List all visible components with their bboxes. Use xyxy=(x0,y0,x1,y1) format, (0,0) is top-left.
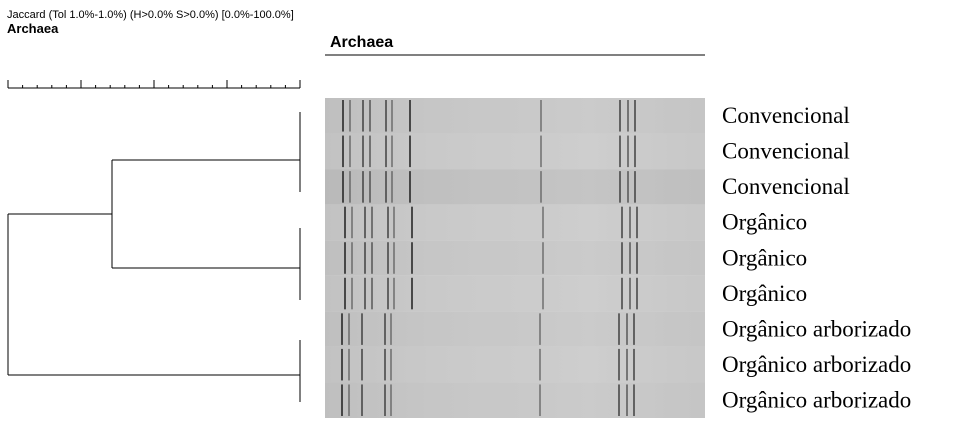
gel-lane-tint xyxy=(325,98,705,134)
lane-label: Orgânico xyxy=(722,210,807,235)
gel-lane-tint xyxy=(325,276,705,312)
lane-label: Orgânico arborizado xyxy=(722,316,911,341)
figure: Jaccard (Tol 1.0%-1.0%) (H>0.0% S>0.0%) … xyxy=(0,0,973,418)
gel-lane-tint xyxy=(325,240,705,276)
lane-label: Convencional xyxy=(722,103,850,128)
gel-lane-tint xyxy=(325,311,705,347)
gel-lane-tint xyxy=(325,347,705,383)
method-text: Jaccard (Tol 1.0%-1.0%) (H>0.0% S>0.0%) … xyxy=(7,9,294,21)
scale-ruler xyxy=(8,80,300,88)
gel-image xyxy=(325,98,705,418)
lane-label: Convencional xyxy=(722,139,850,164)
gel-lane-tint xyxy=(325,382,705,418)
lane-label: Orgânico xyxy=(722,281,807,306)
lane-labels: Convencional Convencional Convencional Orgâ… xyxy=(722,103,911,412)
lane-label: Convencional xyxy=(722,174,850,199)
lane-label: Orgânico arborizado xyxy=(722,388,911,413)
lane-label: Orgânico arborizado xyxy=(722,352,911,377)
gel-title: Archaea xyxy=(330,34,393,51)
gel-lane-tint xyxy=(325,169,705,205)
dendrogram-title: Archaea xyxy=(7,21,59,36)
lane-label: Orgânico xyxy=(722,245,807,270)
gel-lane-tint xyxy=(325,205,705,241)
dendrogram xyxy=(8,112,300,402)
gel-lane-tint xyxy=(325,134,705,170)
